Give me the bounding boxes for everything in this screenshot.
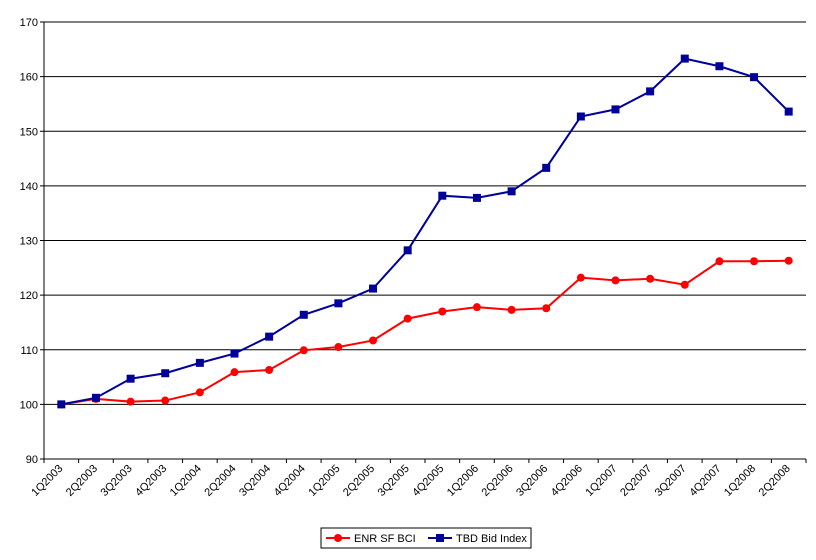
x-tick-labels: 1Q20032Q20033Q20034Q20031Q20042Q20043Q20… (29, 463, 793, 499)
series-tbd-bid-index (57, 54, 793, 409)
y-tick-label: 140 (20, 181, 38, 193)
data-point (161, 369, 170, 378)
x-tick-label: 4Q2007 (687, 463, 723, 499)
x-tick-label: 4Q2004 (272, 463, 308, 499)
data-point (334, 299, 343, 308)
data-point (507, 305, 516, 314)
x-tick-label: 1Q2004 (168, 463, 204, 499)
series-enr-sf-bci (57, 256, 793, 409)
x-tick-label: 2Q2008 (757, 463, 793, 499)
data-point (438, 191, 447, 200)
data-point (299, 310, 308, 319)
data-point (611, 276, 620, 285)
y-tick-label: 150 (20, 126, 38, 138)
data-point (369, 336, 378, 345)
y-tick-label: 110 (20, 345, 38, 357)
data-point (542, 163, 551, 172)
data-point (265, 332, 274, 341)
x-tick-label: 3Q2003 (99, 463, 135, 499)
data-point (230, 368, 239, 377)
x-tick-label: 2Q2004 (202, 463, 238, 499)
x-tick-label: 4Q2006 (549, 463, 585, 499)
data-point (195, 388, 204, 397)
y-tick-label: 90 (26, 454, 38, 466)
x-tick-label: 2Q2003 (64, 463, 100, 499)
x-tick-label: 1Q2005 (306, 463, 342, 499)
data-point (126, 397, 135, 406)
legend: ENR SF BCI TBD Bid Index (320, 527, 532, 549)
x-tick-label: 2Q2005 (341, 463, 377, 499)
x-tick-label: 1Q2008 (722, 463, 758, 499)
data-point (680, 54, 689, 63)
x-tick-label: 2Q2007 (618, 463, 654, 499)
x-tick-label: 1Q2006 (445, 463, 481, 499)
data-point (646, 87, 655, 96)
data-point (299, 346, 308, 355)
legend-box (320, 527, 532, 549)
x-tick-label: 3Q2005 (376, 463, 412, 499)
data-point (195, 358, 204, 367)
legend-marker (436, 534, 444, 542)
axes (40, 21, 807, 463)
data-point (334, 343, 343, 352)
legend-label: TBD Bid Index (456, 533, 527, 545)
y-tick-label: 170 (20, 17, 38, 29)
data-point (784, 256, 793, 265)
data-point (750, 73, 759, 82)
legend-entry: TBD Bid Index (428, 533, 527, 545)
y-tick-label: 120 (20, 290, 38, 302)
y-tick-label: 100 (20, 399, 38, 411)
data-point (576, 273, 585, 282)
series (57, 54, 793, 409)
data-point (126, 374, 135, 383)
y-tick-labels: 90 100 110 120 130 140 150 160 170 (20, 17, 38, 466)
series-line (61, 57, 790, 406)
legend-marker (334, 534, 342, 542)
x-tick-label: 3Q2006 (514, 463, 550, 499)
data-point (784, 107, 793, 116)
data-point (91, 393, 100, 402)
y-tick-label: 130 (20, 236, 38, 248)
data-point (680, 280, 689, 289)
legend-entry: ENR SF BCI (326, 533, 416, 545)
series-line (61, 259, 789, 406)
data-point (438, 307, 447, 316)
data-point (715, 62, 724, 71)
x-tick-label: 3Q2007 (653, 463, 689, 499)
data-point (715, 257, 724, 266)
x-tick-label: 1Q2003 (29, 463, 65, 499)
legend-label: ENR SF BCI (354, 533, 416, 545)
data-point (230, 349, 239, 358)
data-point (57, 400, 66, 409)
x-tick-label: 1Q2007 (583, 463, 619, 499)
data-point (472, 303, 481, 312)
data-point (403, 246, 412, 255)
gridlines (44, 21, 806, 405)
data-point (161, 396, 170, 405)
data-point (403, 314, 412, 323)
data-point (472, 193, 481, 202)
y-tick-label: 160 (20, 72, 38, 84)
data-point (646, 274, 655, 283)
data-point (542, 304, 551, 313)
x-tick-label: 4Q2003 (133, 463, 169, 499)
data-point (507, 187, 516, 196)
x-tick-label: 4Q2005 (410, 463, 446, 499)
data-point (611, 105, 620, 114)
data-point (750, 257, 759, 266)
data-point (369, 284, 378, 293)
data-point (265, 365, 274, 374)
data-point (576, 112, 585, 121)
x-tick-label: 3Q2004 (237, 463, 273, 499)
x-tick-label: 2Q2006 (480, 463, 516, 499)
